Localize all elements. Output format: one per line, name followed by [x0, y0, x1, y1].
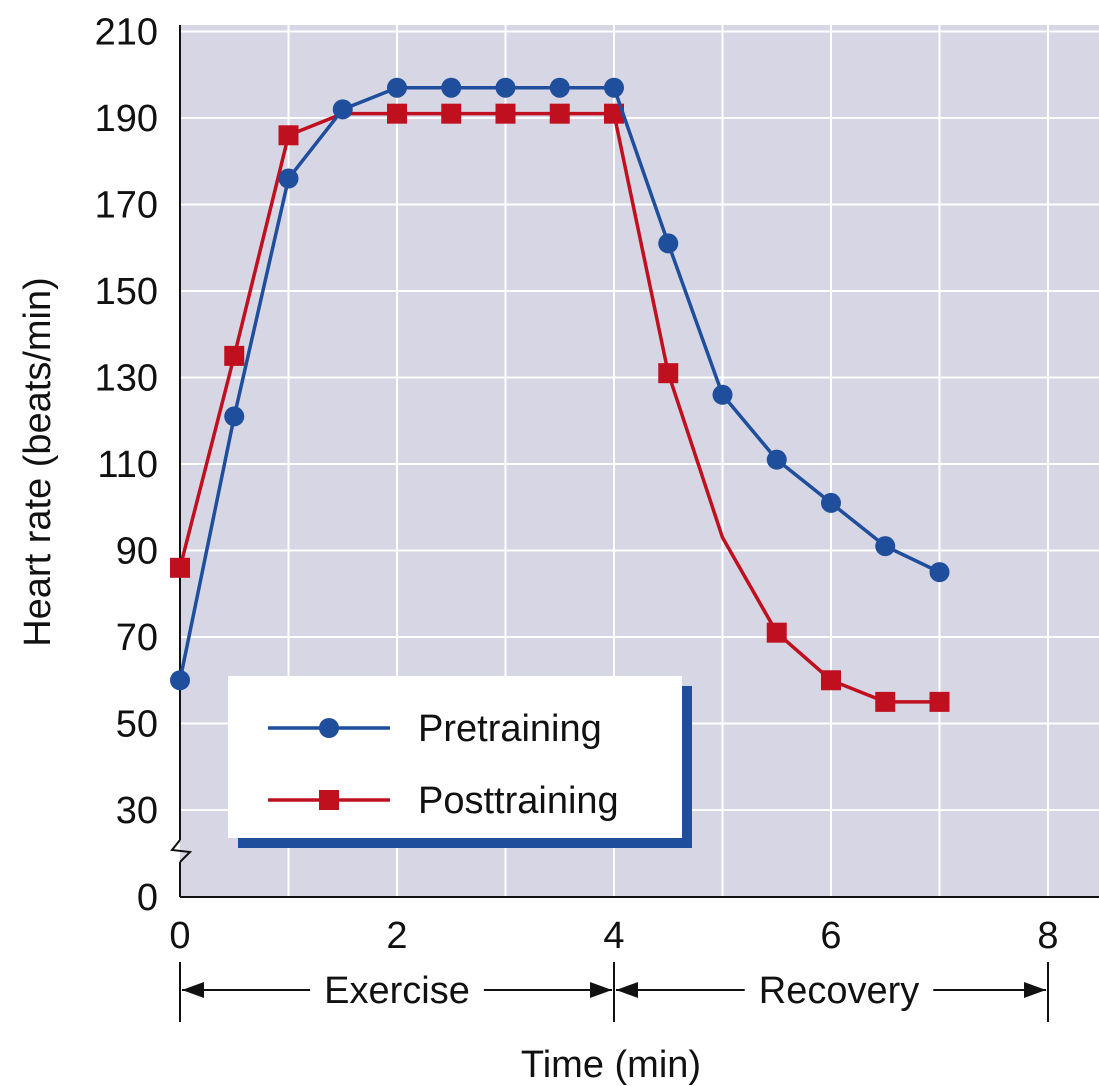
data-point-posttraining	[549, 103, 570, 124]
y-axis-break-mark	[170, 839, 193, 863]
data-point-pretraining	[549, 77, 570, 98]
data-point-posttraining	[766, 622, 787, 643]
y-tick-label: 190	[95, 98, 158, 140]
y-tick-label: 0	[137, 877, 158, 919]
data-point-posttraining	[278, 125, 299, 146]
data-point-posttraining	[929, 691, 950, 712]
y-tick-label: 70	[116, 617, 158, 659]
data-point-posttraining	[604, 103, 624, 124]
data-point-posttraining	[441, 103, 462, 124]
data-point-posttraining	[170, 557, 190, 578]
y-tick-label: 90	[116, 531, 158, 573]
data-point-pretraining	[387, 77, 407, 98]
legend-marker	[319, 718, 339, 738]
data-point-pretraining	[658, 233, 679, 254]
data-point-pretraining	[821, 492, 841, 513]
series	[170, 77, 950, 712]
data-point-posttraining	[224, 345, 245, 366]
y-axis-label: Heart rate (beats/min)	[17, 277, 59, 647]
data-point-pretraining	[170, 670, 190, 691]
series-posttraining	[170, 103, 950, 712]
data-point-pretraining	[766, 449, 787, 470]
phase-label-recovery: Recovery	[759, 970, 920, 1012]
legend: Pretraining Posttraining	[228, 676, 692, 848]
data-point-pretraining	[332, 99, 353, 120]
x-axis-label: Time (min)	[521, 1044, 701, 1086]
legend-entry-posttraining: Posttraining	[268, 780, 619, 822]
series-pretraining	[170, 77, 950, 691]
data-point-pretraining	[495, 77, 516, 98]
arrow-head-left	[616, 982, 638, 998]
phase-label-exercise: Exercise	[324, 970, 470, 1012]
y-tick-label: 130	[95, 358, 158, 400]
arrow-head-right	[590, 982, 612, 998]
phase-annotations: Exercise Recovery	[179, 962, 1049, 1022]
y-ticks: 0 30 50 70 90 110 130 150 170 190 210	[95, 12, 158, 920]
y-tick-label: 150	[95, 271, 158, 313]
legend-box	[228, 676, 682, 838]
data-point-pretraining	[224, 406, 245, 427]
legend-entry-pretraining: Pretraining	[268, 708, 602, 750]
y-tick-label: 50	[116, 704, 158, 746]
y-tick-label: 210	[95, 12, 158, 54]
legend-marker	[319, 790, 339, 810]
x-tick-label: 4	[603, 915, 624, 957]
x-tick-label: 8	[1037, 915, 1058, 957]
legend-label: Posttraining	[418, 780, 619, 822]
data-point-posttraining	[495, 103, 516, 124]
legend-label: Pretraining	[418, 708, 602, 750]
data-point-posttraining	[821, 670, 841, 691]
data-point-posttraining	[875, 691, 896, 712]
data-point-pretraining	[604, 77, 624, 98]
y-tick-label: 30	[116, 790, 158, 832]
data-point-pretraining	[278, 168, 299, 189]
x-tick-label: 2	[386, 915, 407, 957]
y-tick-label: 170	[95, 185, 158, 227]
data-point-pretraining	[875, 536, 896, 557]
arrow-head-left	[182, 982, 204, 998]
data-point-pretraining	[929, 562, 950, 583]
data-point-posttraining	[387, 103, 407, 124]
data-point-pretraining	[441, 77, 462, 98]
x-ticks: 0 2 4 6 8	[169, 915, 1058, 957]
x-tick-label: 0	[169, 915, 190, 957]
data-point-pretraining	[712, 384, 733, 405]
y-tick-label: 110	[97, 444, 158, 486]
x-tick-label: 6	[820, 915, 841, 957]
arrow-head-right	[1024, 982, 1046, 998]
axes	[170, 25, 1099, 898]
data-point-posttraining	[658, 363, 679, 384]
